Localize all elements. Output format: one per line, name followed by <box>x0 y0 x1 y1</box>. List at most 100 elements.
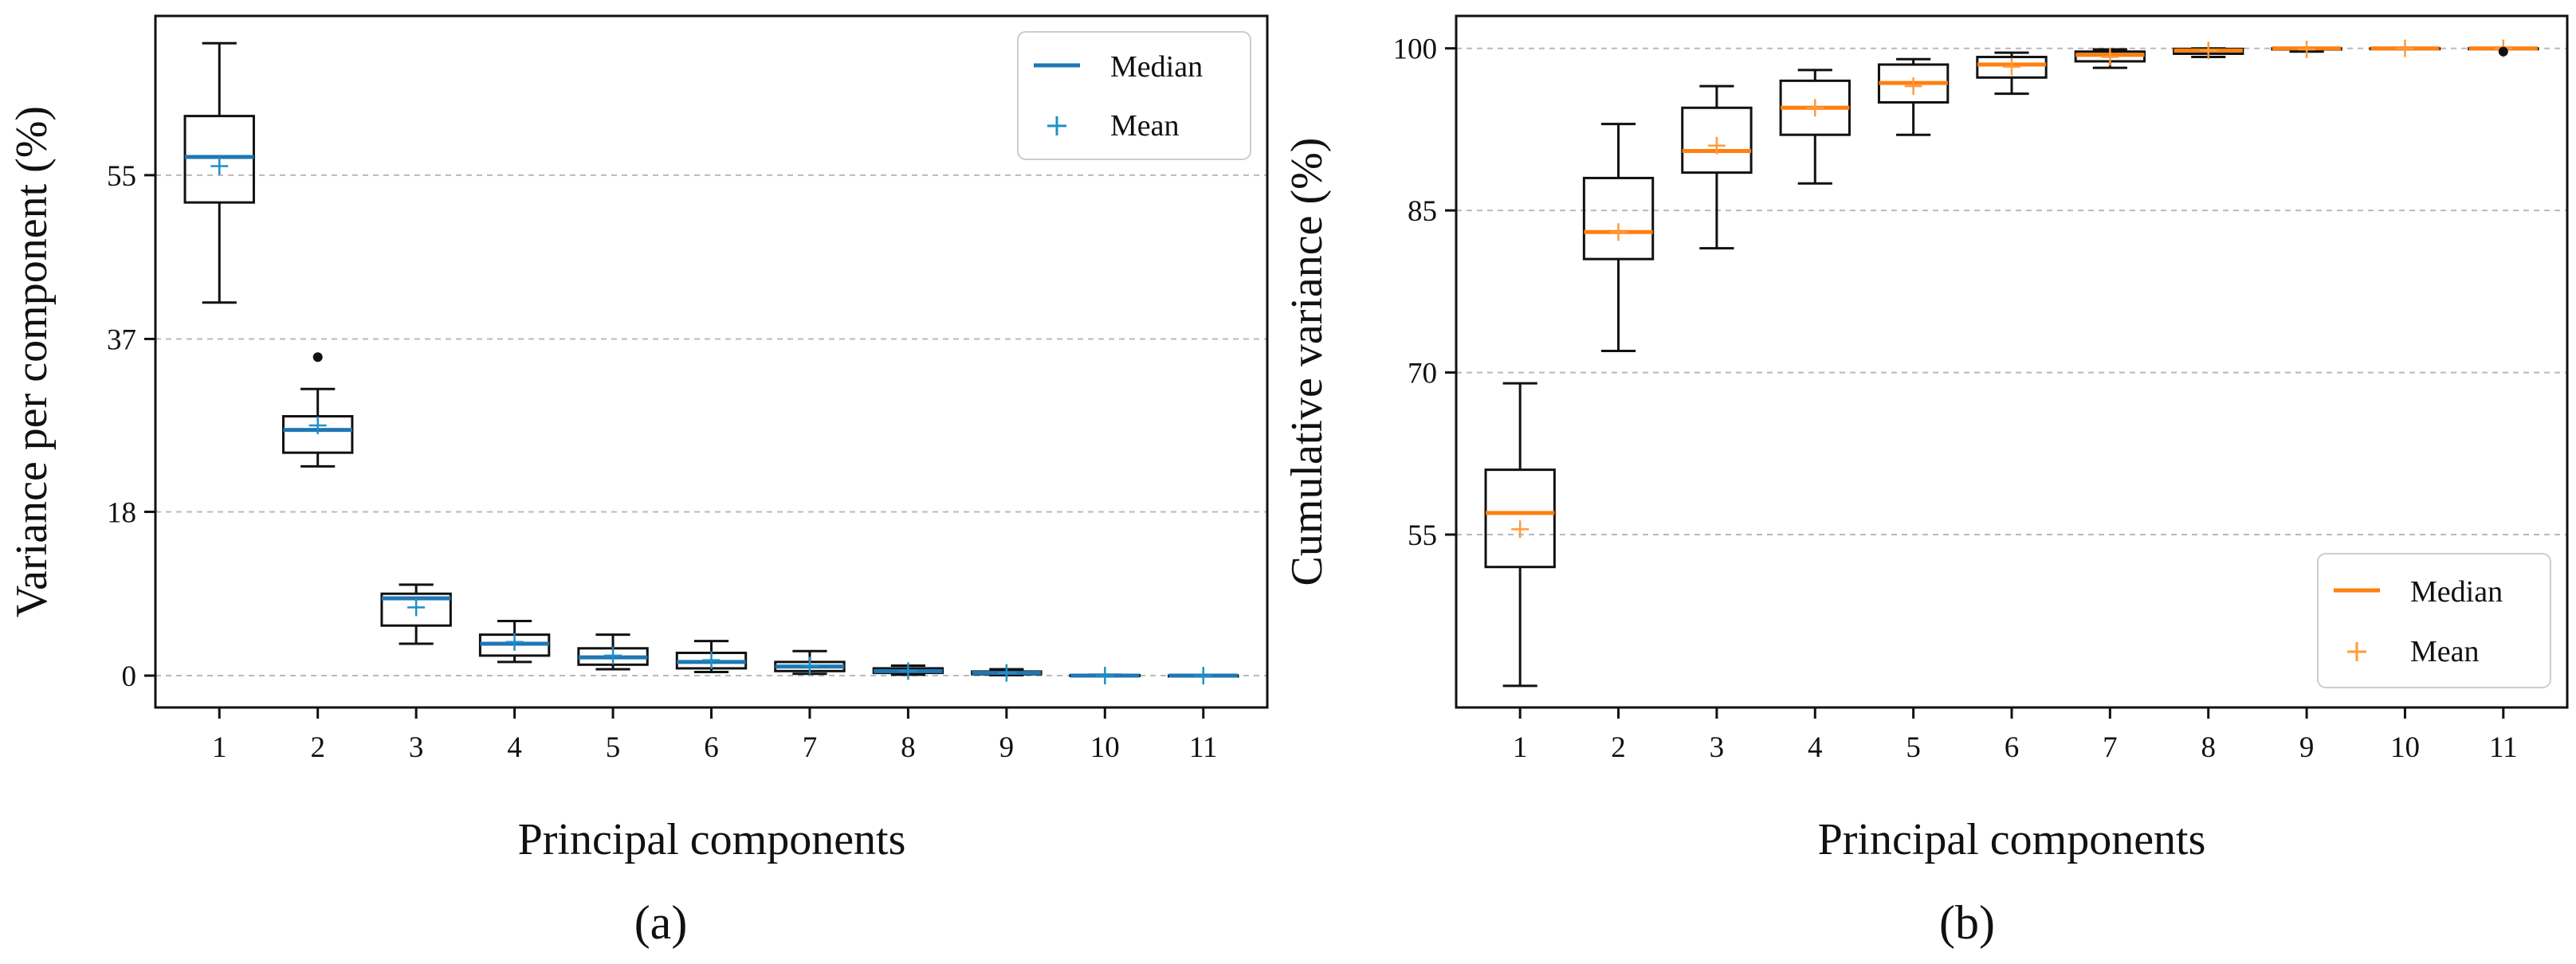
yticks-a: 0 18 37 55 <box>107 160 155 693</box>
mean-marker <box>899 662 917 680</box>
legend-mean-label-b: Mean <box>2410 635 2480 668</box>
x-axis-label-b: Principal components <box>1818 815 2206 864</box>
box-5 <box>577 633 649 671</box>
legend-mean-swatch-a <box>1047 116 1066 135</box>
y-tick-label: 100 <box>1393 33 1438 66</box>
legend-median-label-a: Median <box>1110 50 1203 84</box>
y-tick-label: 37 <box>107 323 136 356</box>
x-tick-label: 2 <box>310 731 325 764</box>
box-iqr <box>1484 468 1556 569</box>
grid-b <box>1456 47 2567 535</box>
box-8 <box>2173 41 2244 60</box>
x-tick-label: 6 <box>704 731 719 764</box>
mean-marker <box>1609 223 1628 241</box>
legend-median-label-b: Median <box>2410 575 2503 609</box>
y-axis-label-b: Cumulative variance (%) <box>1282 138 1332 586</box>
box-11 <box>2468 39 2539 57</box>
x-tick-label: 4 <box>1808 731 1823 764</box>
box-10 <box>1069 667 1141 685</box>
box-3 <box>380 583 452 645</box>
legend-box-b <box>2317 553 2551 688</box>
x-tick-label: 2 <box>1611 731 1626 764</box>
box-iqr <box>1582 176 1655 261</box>
legend-mean-label-a: Mean <box>1110 109 1180 143</box>
y-tick-label: 18 <box>107 496 136 529</box>
x-tick-label: 10 <box>2390 731 2420 764</box>
mean-marker <box>407 598 426 617</box>
box-1 <box>183 41 255 304</box>
box-11 <box>1168 667 1239 685</box>
mean-marker <box>1904 77 1922 96</box>
box-10 <box>2369 39 2441 57</box>
mean-marker <box>505 633 524 651</box>
x-tick-label: 5 <box>606 731 621 764</box>
box-8 <box>872 662 944 680</box>
mean-marker <box>604 646 622 664</box>
y-tick-label: 55 <box>107 160 136 193</box>
box-6 <box>675 640 748 673</box>
y-tick-label: 70 <box>1408 358 1437 390</box>
x-axis-label-a: Principal components <box>518 815 906 864</box>
flier-point <box>2498 46 2508 57</box>
yticks-b: 55 70 85 100 <box>1393 33 1456 552</box>
mean-marker <box>1707 136 1726 155</box>
y-tick-label: 85 <box>1408 195 1437 228</box>
x-tick-label: 1 <box>1513 731 1528 764</box>
boxes-a <box>183 41 1239 685</box>
xticks-a: 1 2 3 4 5 6 7 8 9 10 11 <box>212 707 1218 764</box>
x-tick-label: 4 <box>507 731 522 764</box>
box-iqr <box>380 592 452 627</box>
x-tick-label: 11 <box>2489 731 2518 764</box>
x-tick-label: 7 <box>2103 731 2118 764</box>
x-tick-label: 5 <box>1906 731 1921 764</box>
mean-marker <box>2101 48 2119 66</box>
x-tick-label: 3 <box>409 731 424 764</box>
legend-a: Median Mean <box>1017 31 1251 160</box>
panel-label-a: (a) <box>634 896 688 949</box>
x-tick-label: 1 <box>212 731 227 764</box>
box-1 <box>1484 382 1556 688</box>
box-iqr <box>1976 56 2048 79</box>
box-6 <box>1976 51 2048 96</box>
y-axis-label-a: Variance per component (%) <box>7 106 57 617</box>
mean-marker <box>1511 520 1530 539</box>
mean-marker <box>2199 41 2217 60</box>
x-tick-label: 7 <box>803 731 818 764</box>
xticks-b: 1 2 3 4 5 6 7 8 9 10 11 <box>1513 707 2518 764</box>
panel-label-b: (b) <box>1939 896 1995 949</box>
x-tick-label: 8 <box>901 731 916 764</box>
box-7 <box>2074 48 2146 69</box>
mean-marker <box>210 157 229 175</box>
mean-marker <box>2396 39 2414 57</box>
flier-point <box>312 352 323 362</box>
mean-marker <box>2298 41 2316 59</box>
box-9 <box>2271 41 2342 59</box>
x-tick-label: 10 <box>1090 731 1120 764</box>
box-3 <box>1681 84 1753 250</box>
legend-mean-swatch-b <box>2347 642 2366 661</box>
boxes-b <box>1484 39 2539 688</box>
mean-marker <box>1194 667 1212 685</box>
box-2 <box>281 352 354 468</box>
x-tick-label: 3 <box>1710 731 1725 764</box>
legend-b: Median Mean <box>2317 553 2551 688</box>
box-4 <box>1779 69 1851 185</box>
mean-marker <box>800 656 819 675</box>
box-iqr <box>281 415 354 454</box>
box-iqr <box>1681 106 1753 174</box>
box-4 <box>478 620 551 664</box>
mean-marker <box>1806 99 1824 117</box>
box-7 <box>774 649 846 676</box>
mean-marker <box>997 664 1015 682</box>
mean-marker <box>308 416 327 434</box>
x-tick-label: 11 <box>1189 731 1218 764</box>
x-tick-label: 6 <box>2005 731 2020 764</box>
x-tick-label: 9 <box>2299 731 2315 764</box>
box-9 <box>971 664 1043 682</box>
mean-marker <box>1096 667 1114 685</box>
y-tick-label: 55 <box>1408 519 1437 552</box>
mean-marker <box>2003 57 2020 76</box>
y-tick-label: 0 <box>122 660 137 693</box>
panel-a: 0 18 37 55 1 2 3 4 5 6 7 8 9 10 11 Principal componen… <box>7 14 1269 949</box>
